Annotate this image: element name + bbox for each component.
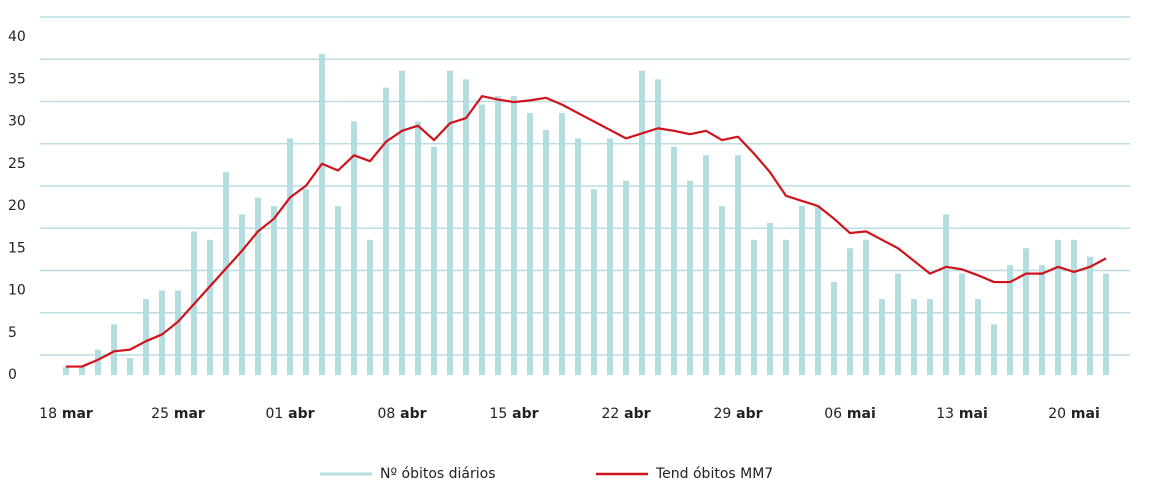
bar	[79, 366, 85, 375]
bar	[463, 79, 469, 375]
x-tick-label: 13 mai	[936, 406, 988, 422]
bar	[223, 172, 229, 375]
bar	[751, 239, 757, 375]
bar	[159, 290, 165, 375]
y-tick-label: 10	[8, 283, 26, 299]
bar	[239, 214, 245, 375]
bar	[63, 366, 69, 375]
bar	[911, 298, 917, 375]
bar	[527, 113, 533, 376]
bar	[511, 96, 517, 376]
bar	[847, 248, 853, 375]
trend-line	[66, 95, 1107, 368]
bar	[1055, 239, 1061, 375]
bar	[719, 206, 725, 375]
x-tick-label: 29 abr	[713, 406, 762, 422]
bar	[367, 239, 373, 375]
bar	[783, 239, 789, 375]
bar	[335, 206, 341, 375]
bar	[1023, 248, 1029, 375]
bar	[351, 121, 357, 375]
bar	[271, 206, 277, 375]
bar	[655, 79, 661, 375]
legend-label: Tend óbitos MM7	[655, 466, 773, 482]
bar	[863, 239, 869, 375]
bar	[383, 87, 389, 375]
x-tick-label: 06 mai	[824, 406, 876, 422]
bar	[639, 70, 645, 376]
bar	[943, 214, 949, 375]
bar	[927, 298, 933, 375]
bar	[303, 189, 309, 375]
bar	[95, 349, 101, 375]
bar	[399, 70, 405, 376]
y-tick-label: 20	[8, 198, 26, 214]
x-tick-label: 18 mar	[39, 406, 93, 422]
bar	[255, 197, 261, 375]
y-tick-label: 25	[8, 156, 26, 172]
x-tick-label: 20 mai	[1048, 406, 1100, 422]
bar	[575, 138, 581, 375]
bar	[415, 121, 421, 375]
y-tick-label: 40	[8, 29, 26, 45]
bar	[591, 189, 597, 375]
bar	[1039, 265, 1045, 375]
bar	[799, 206, 805, 375]
legend-label: Nº óbitos diários	[380, 466, 496, 482]
bar	[207, 239, 213, 375]
x-tick-label: 01 abr	[265, 406, 314, 422]
y-tick-label: 15	[8, 240, 26, 256]
bar	[991, 324, 997, 375]
bar	[447, 70, 453, 376]
y-tick-label: 5	[8, 325, 17, 341]
y-tick-label: 0	[8, 367, 17, 383]
bar	[703, 155, 709, 375]
bar	[127, 358, 133, 375]
bar	[111, 324, 117, 375]
bar	[671, 146, 677, 375]
y-tick-label: 35	[8, 71, 26, 87]
x-tick-label: 08 abr	[377, 406, 426, 422]
bar	[479, 104, 485, 375]
bar	[895, 273, 901, 375]
y-tick-label: 30	[8, 114, 26, 130]
bar	[1087, 256, 1093, 375]
bar	[815, 206, 821, 375]
bar	[959, 273, 965, 375]
bar	[143, 298, 149, 375]
bar	[1071, 239, 1077, 375]
bar	[287, 138, 293, 375]
bar	[1007, 265, 1013, 375]
bar	[1103, 273, 1109, 375]
bar	[735, 155, 741, 375]
x-tick-label: 25 mar	[151, 406, 205, 422]
bar	[543, 129, 549, 375]
bar	[831, 282, 837, 375]
bar	[623, 180, 629, 375]
bar	[607, 138, 613, 375]
bar	[767, 222, 773, 375]
bar	[319, 53, 325, 376]
x-tick-label: 15 abr	[489, 406, 538, 422]
bar	[495, 96, 501, 376]
bar	[431, 146, 437, 375]
bar	[879, 298, 885, 375]
x-tick-label: 22 abr	[601, 406, 650, 422]
bar	[175, 290, 181, 375]
bar	[559, 113, 565, 376]
bar	[975, 298, 981, 375]
bar	[687, 180, 693, 375]
